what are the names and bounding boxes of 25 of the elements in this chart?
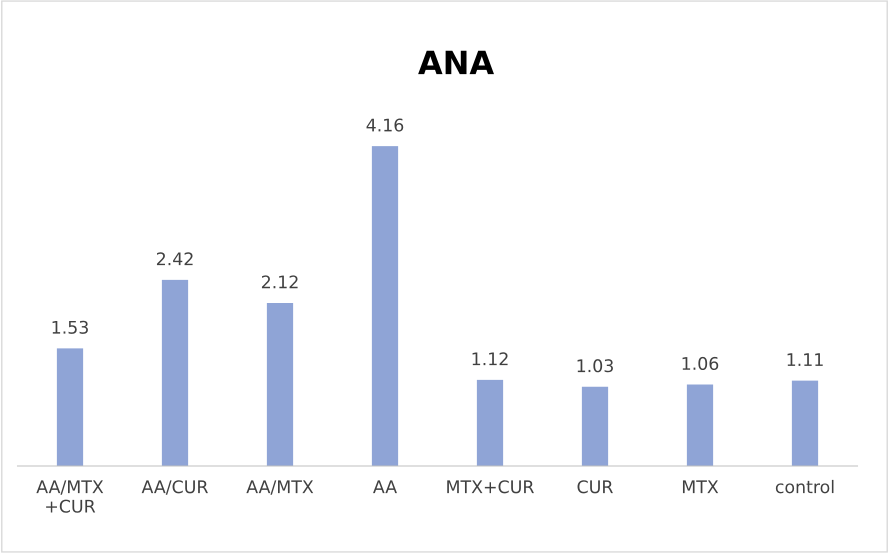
data-label: 1.06 <box>682 356 718 370</box>
data-label: 1.11 <box>788 353 823 366</box>
bar <box>56 348 84 466</box>
x-tick-label: MTX <box>682 480 718 494</box>
data-label: 1.03 <box>578 359 613 372</box>
x-tick-label: AA/CUR <box>142 480 208 495</box>
bar <box>266 302 294 466</box>
bar <box>582 386 608 466</box>
bar <box>686 384 714 466</box>
data-label: 2.12 <box>262 275 298 288</box>
x-tick-label: AA/MTX +CUR <box>36 480 104 513</box>
x-tick-label: AA <box>373 480 397 494</box>
x-tick-label: CUR <box>578 480 613 494</box>
data-label: 2.42 <box>156 252 193 266</box>
data-label: 4.16 <box>366 118 404 132</box>
data-label: 1.12 <box>472 352 508 366</box>
x-tick-label: MTX+CUR <box>447 480 534 494</box>
x-tick-label: control <box>776 480 834 494</box>
bar <box>792 380 818 466</box>
bar <box>372 146 398 466</box>
x-tick-label: AA/MTX <box>246 480 314 495</box>
bar <box>476 380 504 466</box>
data-label: 1.53 <box>52 320 88 334</box>
chart-title: ANA <box>418 50 494 74</box>
bar <box>162 280 188 466</box>
